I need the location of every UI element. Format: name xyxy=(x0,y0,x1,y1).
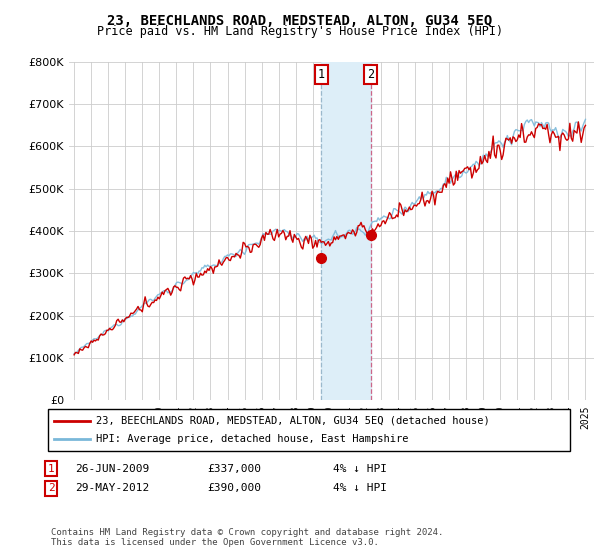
Text: Contains HM Land Registry data © Crown copyright and database right 2024.
This d: Contains HM Land Registry data © Crown c… xyxy=(51,528,443,547)
Text: 4% ↓ HPI: 4% ↓ HPI xyxy=(333,464,387,474)
Text: Price paid vs. HM Land Registry's House Price Index (HPI): Price paid vs. HM Land Registry's House … xyxy=(97,25,503,38)
Text: 1: 1 xyxy=(318,68,325,81)
Text: 26-JUN-2009: 26-JUN-2009 xyxy=(75,464,149,474)
Text: 1: 1 xyxy=(47,464,55,474)
Text: 2: 2 xyxy=(47,483,55,493)
Text: £390,000: £390,000 xyxy=(207,483,261,493)
Text: 2: 2 xyxy=(367,68,374,81)
Text: 29-MAY-2012: 29-MAY-2012 xyxy=(75,483,149,493)
Text: 4% ↓ HPI: 4% ↓ HPI xyxy=(333,483,387,493)
Text: 23, BEECHLANDS ROAD, MEDSTEAD, ALTON, GU34 5EQ: 23, BEECHLANDS ROAD, MEDSTEAD, ALTON, GU… xyxy=(107,14,493,28)
Text: 23, BEECHLANDS ROAD, MEDSTEAD, ALTON, GU34 5EQ (detached house): 23, BEECHLANDS ROAD, MEDSTEAD, ALTON, GU… xyxy=(96,416,490,426)
Text: HPI: Average price, detached house, East Hampshire: HPI: Average price, detached house, East… xyxy=(96,434,409,444)
Bar xyxy=(321,62,371,400)
Text: £337,000: £337,000 xyxy=(207,464,261,474)
